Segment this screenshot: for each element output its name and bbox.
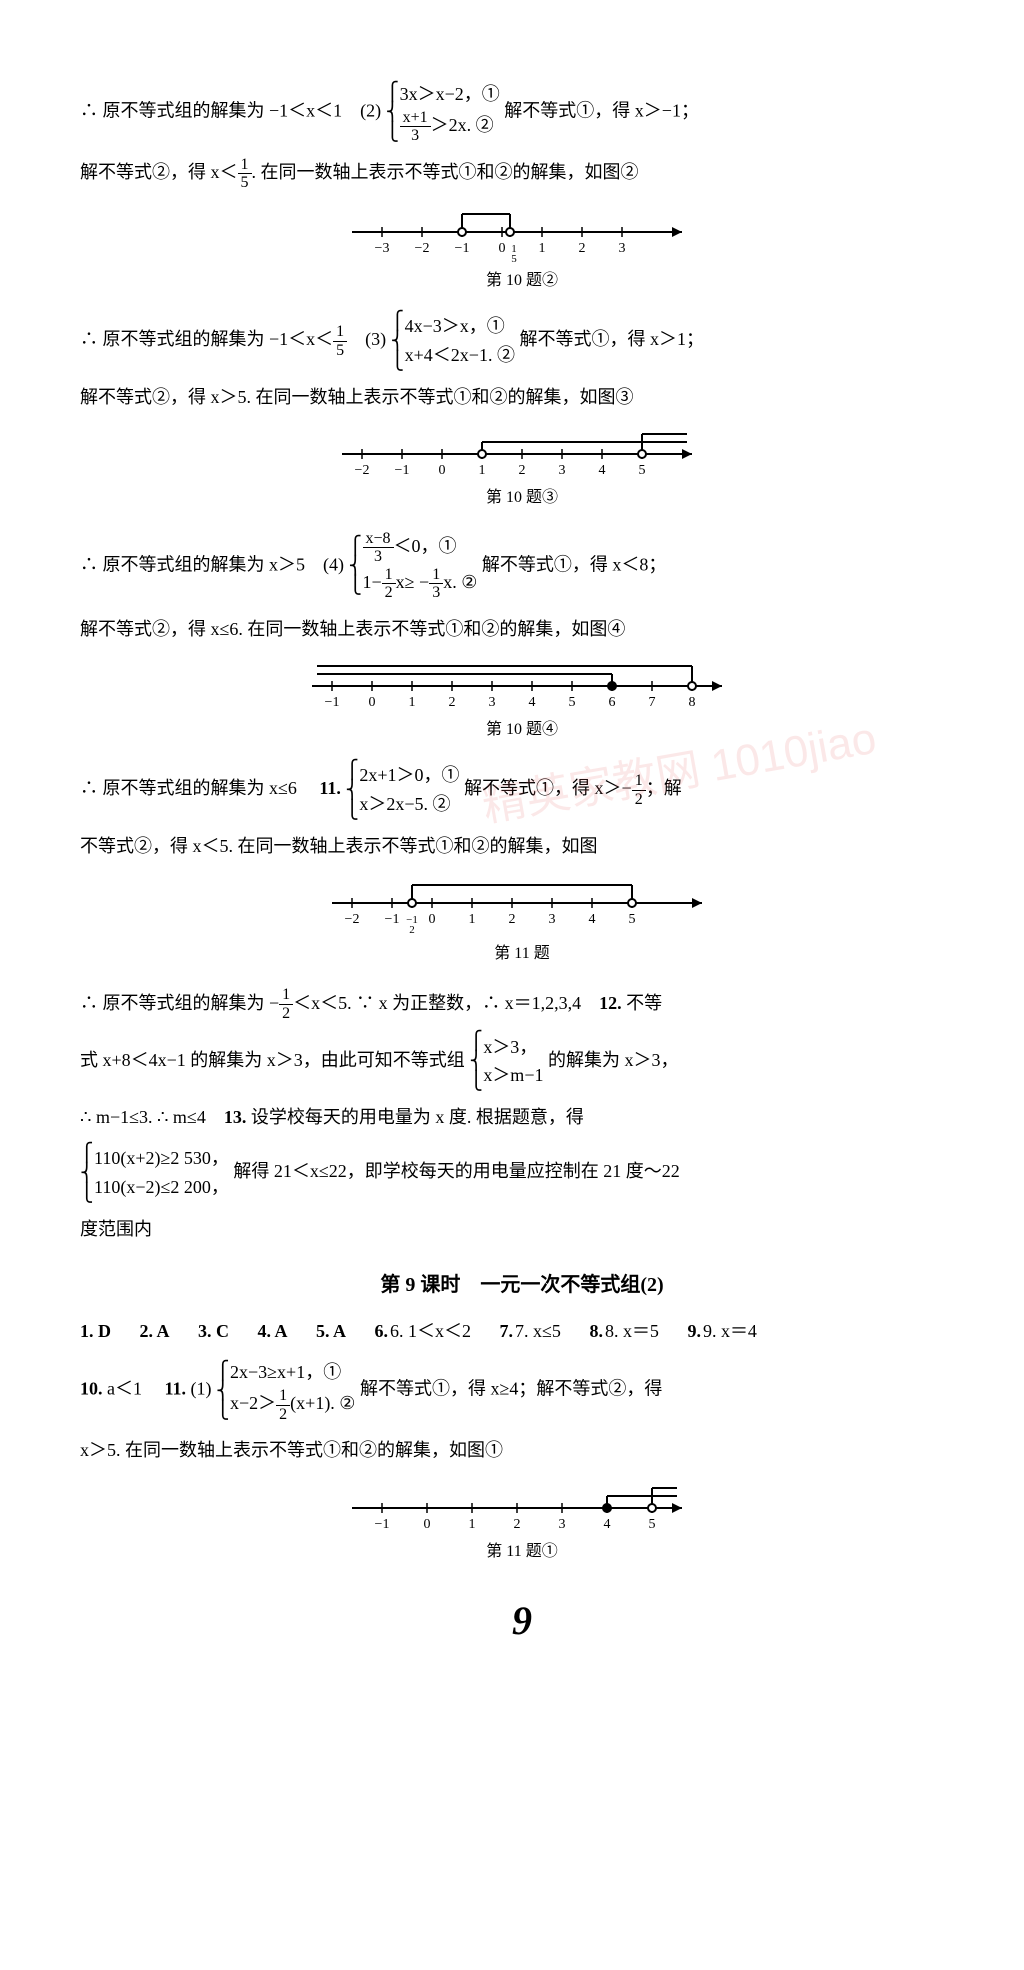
para-13: 度范围内: [80, 1212, 964, 1246]
number-line-10-2: −3 −2 −1 0 1 2 3 1 5: [80, 202, 964, 262]
para-3: ∴ 原不等式组的解集为 −1＜x＜15 (3) 4x−3＞x，① x+4＜2x−…: [80, 312, 964, 370]
svg-text:3: 3: [619, 241, 626, 256]
equation-system: 2x−3≥x+1，① x−2＞12(x+1). ②: [216, 1358, 355, 1423]
text: ∴ 原不等式组的解集为 −1＜x＜1 (2): [80, 101, 381, 121]
para-5: ∴ 原不等式组的解集为 x＞5 (4) x−83＜0，① 1−12x≥ −13x…: [80, 530, 964, 602]
svg-text:3: 3: [559, 1517, 566, 1532]
section-title: 第 9 课时 一元一次不等式组(2): [80, 1266, 964, 1304]
svg-text:4: 4: [589, 912, 596, 927]
answers-row: 1. D 2. A 3. C 4. A 5. A 6.6. 1＜x＜2 7.7.…: [80, 1314, 964, 1348]
equation-system: x＞3， x＞m−1: [469, 1033, 543, 1091]
number-line-11: −2 −1 0 1 2 3 4 5 −1 2: [80, 873, 964, 935]
caption-10-2: 第 10 题②: [80, 266, 964, 296]
svg-text:−1: −1: [375, 1517, 390, 1532]
svg-text:4: 4: [529, 695, 536, 710]
equation-system: x−83＜0，① 1−12x≥ −13x. ②: [349, 530, 478, 602]
svg-text:2: 2: [509, 912, 516, 927]
caption-11: 第 11 题: [80, 939, 964, 969]
svg-text:8: 8: [689, 695, 696, 710]
para-1: ∴ 原不等式组的解集为 −1＜x＜1 (2) 3x＞x−2，① x+13＞2x.…: [80, 80, 964, 145]
para-2: 解不等式②，得 x＜15. 在同一数轴上表示不等式①和②的解集，如图②: [80, 155, 964, 192]
equation-system: 3x＞x−2，① x+13＞2x. ②: [386, 80, 500, 145]
svg-text:−2: −2: [415, 241, 430, 256]
svg-text:3: 3: [559, 463, 566, 478]
svg-text:3: 3: [489, 695, 496, 710]
svg-text:0: 0: [499, 241, 506, 256]
number-line-11b: −1 0 1 2 3 4 5: [80, 1478, 964, 1533]
para-10: 式 x+8＜4x−1 的解集为 x＞3，由此可知不等式组 x＞3， x＞m−1 …: [80, 1033, 964, 1091]
equation-system: 2x+1＞0，① x＞2x−5. ②: [345, 761, 459, 819]
svg-text:−1: −1: [395, 463, 410, 478]
svg-text:1: 1: [479, 463, 486, 478]
svg-text:5: 5: [629, 912, 636, 927]
svg-text:5: 5: [569, 695, 576, 710]
para-4: 解不等式②，得 x＞5. 在同一数轴上表示不等式①和②的解集，如图③: [80, 380, 964, 414]
equation-system: 4x−3＞x，① x+4＜2x−1. ②: [391, 312, 515, 370]
svg-text:1: 1: [409, 695, 416, 710]
caption-10-4: 第 10 题④: [80, 715, 964, 745]
para-14: 10. a＜1 11. (1) 2x−3≥x+1，① x−2＞12(x+1). …: [80, 1358, 964, 1423]
svg-text:−2: −2: [345, 912, 360, 927]
svg-text:1: 1: [539, 241, 546, 256]
svg-text:6: 6: [609, 695, 616, 710]
svg-text:5: 5: [639, 463, 646, 478]
svg-text:−1: −1: [385, 912, 400, 927]
svg-text:2: 2: [579, 241, 586, 256]
text: 解不等式①，得 x＞−1；: [504, 101, 699, 121]
caption-11b: 第 11 题①: [80, 1537, 964, 1567]
number-line-10-4: −1 0 1 2 3 4 5 6 7 8: [80, 656, 964, 711]
svg-text:−1: −1: [325, 695, 340, 710]
svg-text:2: 2: [409, 924, 415, 935]
para-12: 110(x+2)≥2 530， 110(x−2)≤2 200， 解得 21＜x≤…: [80, 1144, 964, 1202]
svg-text:−2: −2: [355, 463, 370, 478]
svg-text:1: 1: [469, 1517, 476, 1532]
page-number: 9: [80, 1583, 964, 1659]
svg-text:5: 5: [511, 253, 517, 262]
svg-text:−1: −1: [455, 241, 470, 256]
svg-text:4: 4: [599, 463, 606, 478]
svg-text:4: 4: [604, 1517, 611, 1532]
svg-text:7: 7: [649, 695, 656, 710]
svg-text:0: 0: [429, 912, 436, 927]
caption-10-3: 第 10 题③: [80, 483, 964, 513]
svg-text:0: 0: [424, 1517, 431, 1532]
svg-text:2: 2: [514, 1517, 521, 1532]
svg-text:5: 5: [649, 1517, 656, 1532]
svg-text:3: 3: [549, 912, 556, 927]
svg-text:0: 0: [369, 695, 376, 710]
svg-text:2: 2: [519, 463, 526, 478]
svg-text:2: 2: [449, 695, 456, 710]
equation-system: 110(x+2)≥2 530， 110(x−2)≤2 200，: [80, 1144, 229, 1202]
number-line-10-3: −2 −1 0 1 2 3 4 5: [80, 424, 964, 479]
para-9: ∴ 原不等式组的解集为 −12＜x＜5. ∵ x 为正整数，∴ x＝1,2,3,…: [80, 986, 964, 1023]
para-15: x＞5. 在同一数轴上表示不等式①和②的解集，如图①: [80, 1433, 964, 1467]
svg-text:−3: −3: [375, 241, 390, 256]
para-6: 解不等式②，得 x≤6. 在同一数轴上表示不等式①和②的解集，如图④: [80, 612, 964, 646]
para-11: ∴ m−1≤3. ∴ m≤4 13. 设学校每天的用电量为 x 度. 根据题意，…: [80, 1100, 964, 1134]
para-7: ∴ 原不等式组的解集为 x≤6 11. 2x+1＞0，① x＞2x−5. ② 解…: [80, 761, 964, 819]
svg-text:1: 1: [469, 912, 476, 927]
svg-text:0: 0: [439, 463, 446, 478]
para-8: 不等式②，得 x＜5. 在同一数轴上表示不等式①和②的解集，如图: [80, 829, 964, 863]
